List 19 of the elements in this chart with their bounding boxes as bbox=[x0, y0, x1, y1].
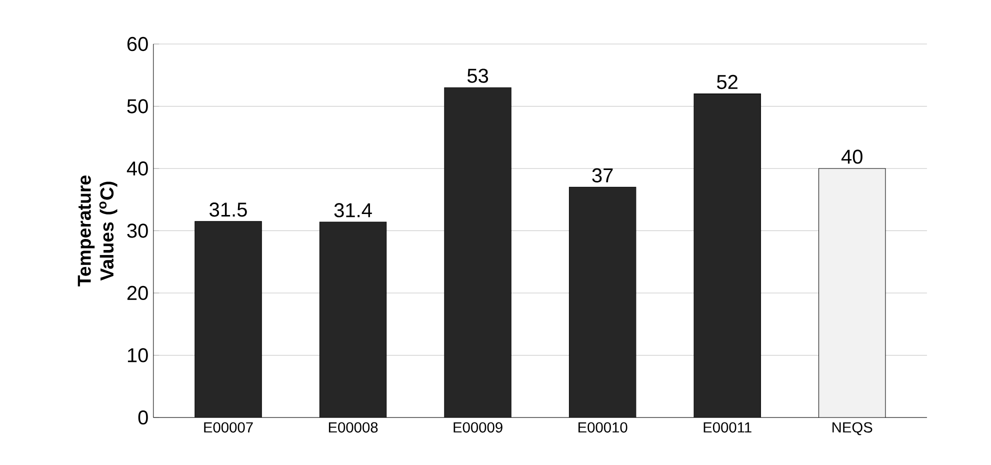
y-tick-label: 40 bbox=[126, 161, 148, 176]
y-tick-label: 10 bbox=[128, 348, 148, 362]
x-tick-label: E00011 bbox=[704, 422, 752, 432]
data-label: 37 bbox=[592, 168, 613, 182]
y-tick-label: 60 bbox=[127, 36, 148, 51]
y-tick-label: 50 bbox=[127, 98, 148, 114]
data-label: 40 bbox=[841, 149, 862, 164]
y-tick-label: 20 bbox=[127, 286, 148, 300]
data-label: 31.5 bbox=[210, 202, 247, 216]
data-label: 53 bbox=[467, 68, 488, 83]
y-tick-label: 0 bbox=[138, 410, 148, 424]
x-tick-label: E00010 bbox=[578, 422, 628, 432]
y-tick-label: 30 bbox=[127, 223, 148, 238]
data-label: 31.4 bbox=[334, 202, 372, 218]
x-tick-label: E00007 bbox=[204, 422, 253, 432]
x-tick-label: E00008 bbox=[328, 422, 378, 432]
x-tick-label: NEQS bbox=[832, 422, 872, 435]
x-tick-label: E00009 bbox=[454, 422, 502, 432]
data-label: 52 bbox=[717, 74, 738, 89]
